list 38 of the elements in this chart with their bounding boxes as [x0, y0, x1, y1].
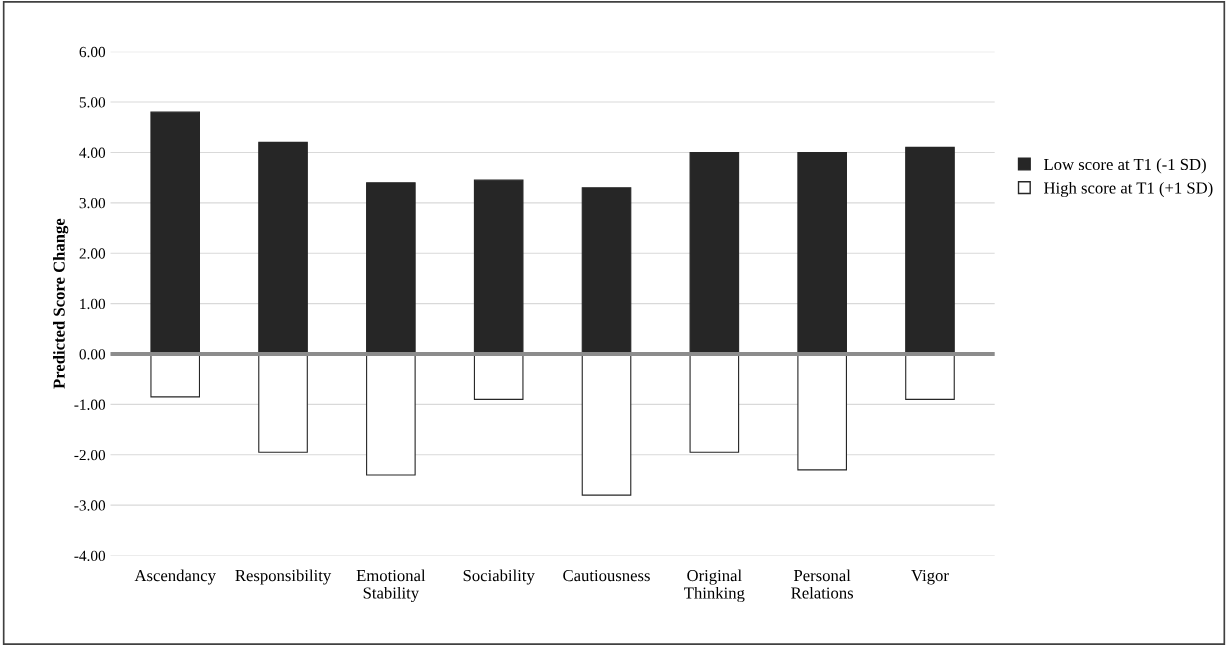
y-tick-label: -3.00	[74, 500, 106, 511]
legend-label: High score at T1 (+1 SD)	[1044, 181, 1213, 198]
y-tick-label: 5.00	[79, 97, 106, 108]
x-tick-label: Ascendancy	[134, 569, 216, 585]
bar	[366, 182, 416, 355]
bar	[258, 141, 308, 355]
bar	[581, 353, 632, 496]
x-tick-label: Personal Relations	[791, 569, 854, 599]
legend-label: Low score at T1 (-1 SD)	[1044, 158, 1206, 174]
x-tick-label: Sociability	[463, 569, 535, 585]
y-tick-label: -2.00	[74, 449, 106, 461]
bar	[905, 353, 955, 400]
y-tick-label: 2.00	[79, 248, 106, 259]
y-tick-label: -4.00	[74, 550, 106, 562]
bar	[473, 353, 524, 400]
x-tick-label: Vigor	[911, 569, 949, 585]
bar	[150, 111, 201, 355]
y-tick-label: -1.00	[74, 399, 106, 410]
y-axis-title: Predicted Score Change	[53, 218, 69, 389]
bar	[366, 353, 416, 476]
bar	[473, 179, 524, 355]
x-tick-label: Original Thinking	[684, 569, 745, 603]
x-tick-label: Responsibility	[235, 569, 332, 585]
bar	[905, 146, 955, 355]
y-tick-label: 6.00	[79, 46, 106, 58]
x-tick-label: Cautiousness	[563, 569, 650, 582]
y-tick-label: 4.00	[79, 147, 106, 158]
y-tick-label: 0.00	[79, 349, 106, 360]
bar	[797, 151, 847, 355]
bar	[689, 353, 740, 453]
bar	[797, 353, 847, 471]
bar	[689, 151, 740, 355]
bar	[150, 353, 201, 398]
x-tick-label: Emotional Stability	[356, 569, 426, 603]
y-tick-label: 3.00	[79, 197, 106, 209]
y-tick-label: 1.00	[80, 298, 106, 310]
bar	[258, 353, 308, 453]
bar	[581, 187, 632, 355]
